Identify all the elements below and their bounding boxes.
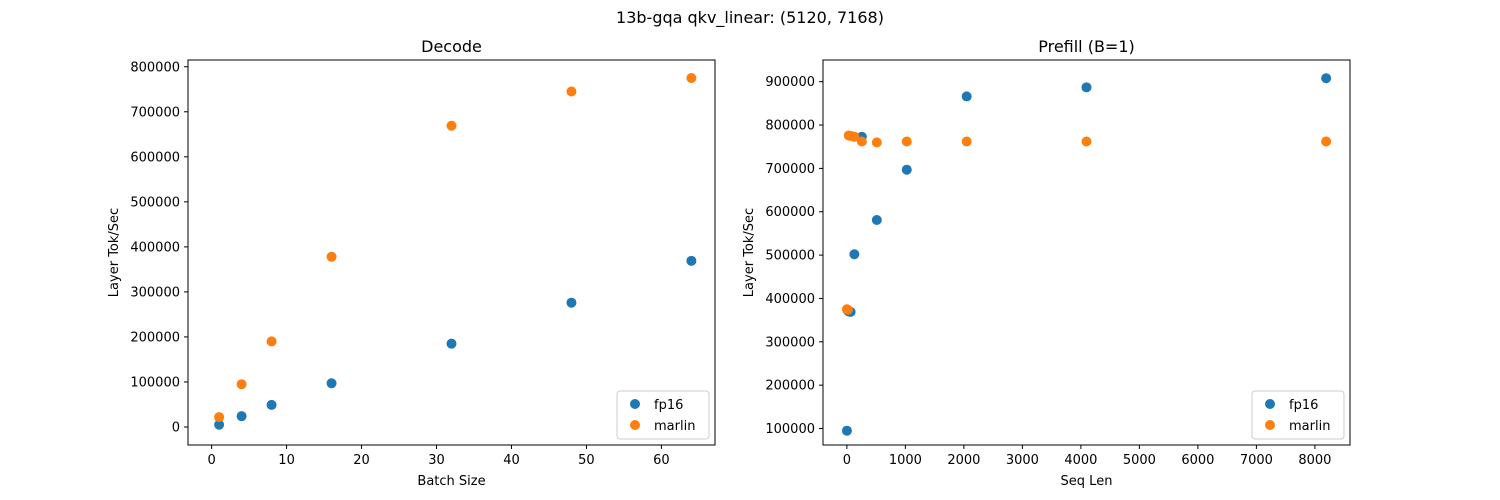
decode-marlin-point bbox=[266, 336, 277, 347]
decode-y-axis-label: Layer Tok/Sec bbox=[107, 208, 122, 297]
prefill-legend-fp16-label: fp16 bbox=[1289, 398, 1318, 413]
figure-title: 13b-gqa qkv_linear: (5120, 7168) bbox=[616, 8, 884, 28]
decode-x-tick-label: 60 bbox=[653, 453, 670, 468]
prefill-y-axis-label: Layer Tok/Sec bbox=[742, 208, 757, 297]
decode-x-tick-label: 30 bbox=[428, 453, 445, 468]
prefill-x-tick-label: 8000 bbox=[1298, 453, 1331, 468]
prefill-chart: Prefill (B=1) 0 1000 2000 3000 4000 5000 6000 70… bbox=[742, 37, 1351, 489]
decode-fp16-point bbox=[686, 255, 697, 266]
decode-y-tick-label: 600000 bbox=[130, 150, 180, 165]
decode-legend-marlin-marker bbox=[630, 420, 640, 430]
prefill-marlin-point bbox=[856, 136, 867, 147]
decode-x-axis-label: Batch Size bbox=[417, 474, 485, 489]
decode-fp16-point bbox=[446, 338, 457, 349]
decode-fp16-point bbox=[214, 419, 225, 430]
prefill-legend-fp16-marker bbox=[1265, 399, 1275, 409]
prefill-y-tick-label: 500000 bbox=[765, 249, 815, 264]
decode-x-tick-label: 0 bbox=[207, 453, 215, 468]
decode-fp16-point bbox=[236, 411, 247, 422]
decode-y-tick-label: 500000 bbox=[130, 195, 180, 210]
decode-legend-marlin-label: marlin bbox=[654, 419, 695, 434]
prefill-y-tick-label: 900000 bbox=[765, 75, 815, 90]
decode-y-tick-label: 800000 bbox=[130, 60, 180, 75]
prefill-fp16-point bbox=[901, 164, 912, 175]
decode-marlin-point bbox=[446, 120, 457, 131]
decode-y-tick-label: 0 bbox=[172, 420, 180, 435]
prefill-x-tick-label: 4000 bbox=[1064, 453, 1097, 468]
prefill-fp16-point bbox=[849, 249, 860, 260]
prefill-x-tick-label: 5000 bbox=[1123, 453, 1156, 468]
decode-fp16-point bbox=[266, 399, 277, 410]
prefill-x-tick-label: 7000 bbox=[1240, 453, 1273, 468]
decode-y-tick-label: 700000 bbox=[130, 105, 180, 120]
prefill-y-tick-label: 200000 bbox=[765, 379, 815, 394]
decode-legend-fp16-label: fp16 bbox=[654, 398, 683, 413]
prefill-y-tick-label: 300000 bbox=[765, 335, 815, 350]
prefill-x-tick-label: 3000 bbox=[1006, 453, 1039, 468]
decode-marlin-point bbox=[566, 86, 577, 97]
decode-fp16-point bbox=[326, 378, 337, 389]
decode-axes-frame bbox=[187, 59, 716, 446]
prefill-fp16-point bbox=[961, 91, 972, 102]
decode-marlin-point bbox=[326, 251, 337, 262]
decode-marlin-point bbox=[236, 379, 247, 390]
prefill-marlin-point bbox=[1321, 136, 1332, 147]
prefill-legend-marlin-label: marlin bbox=[1289, 419, 1330, 434]
decode-x-tick-label: 10 bbox=[278, 453, 295, 468]
decode-legend bbox=[616, 390, 710, 440]
prefill-y-tick-label: 400000 bbox=[765, 292, 815, 307]
prefill-fp16-point bbox=[1321, 73, 1332, 84]
prefill-legend bbox=[1251, 390, 1345, 440]
decode-legend-fp16-marker bbox=[630, 399, 640, 409]
prefill-y-tick-label: 700000 bbox=[765, 162, 815, 177]
prefill-marlin-point bbox=[901, 136, 912, 147]
prefill-y-tick-label: 600000 bbox=[765, 205, 815, 220]
decode-title: Decode bbox=[421, 37, 482, 56]
prefill-legend-marlin-marker bbox=[1265, 420, 1275, 430]
decode-fp16-point bbox=[566, 297, 577, 308]
prefill-marlin-point bbox=[842, 304, 853, 315]
prefill-x-tick-label: 0 bbox=[843, 453, 851, 468]
prefill-fp16-point bbox=[1081, 82, 1092, 93]
decode-y-tick-label: 100000 bbox=[130, 375, 180, 390]
prefill-y-tick-label: 100000 bbox=[765, 422, 815, 437]
decode-y-tick-label: 300000 bbox=[130, 285, 180, 300]
prefill-marlin-point bbox=[961, 136, 972, 147]
decode-x-tick-label: 20 bbox=[353, 453, 370, 468]
prefill-x-tick-label: 1000 bbox=[889, 453, 922, 468]
decode-y-tick-label: 400000 bbox=[130, 240, 180, 255]
prefill-fp16-point bbox=[871, 214, 882, 225]
decode-x-tick-label: 40 bbox=[503, 453, 520, 468]
decode-marlin-point bbox=[214, 412, 225, 423]
prefill-marlin-point bbox=[871, 137, 882, 148]
prefill-axes-frame bbox=[822, 59, 1351, 446]
decode-chart: Decode 0 10 20 30 40 50 60 0 100000 200000 300000 40… bbox=[107, 37, 716, 489]
prefill-marlin-point bbox=[849, 131, 860, 142]
prefill-x-tick-label: 6000 bbox=[1181, 453, 1214, 468]
prefill-x-tick-label: 2000 bbox=[947, 453, 980, 468]
decode-marlin-point bbox=[686, 73, 697, 84]
prefill-marlin-point bbox=[1081, 136, 1092, 147]
prefill-title: Prefill (B=1) bbox=[1038, 37, 1135, 56]
prefill-x-axis-label: Seq Len bbox=[1061, 474, 1113, 489]
prefill-fp16-point bbox=[841, 425, 852, 436]
decode-y-tick-label: 200000 bbox=[130, 330, 180, 345]
decode-x-tick-label: 50 bbox=[578, 453, 595, 468]
prefill-y-tick-label: 800000 bbox=[765, 119, 815, 134]
